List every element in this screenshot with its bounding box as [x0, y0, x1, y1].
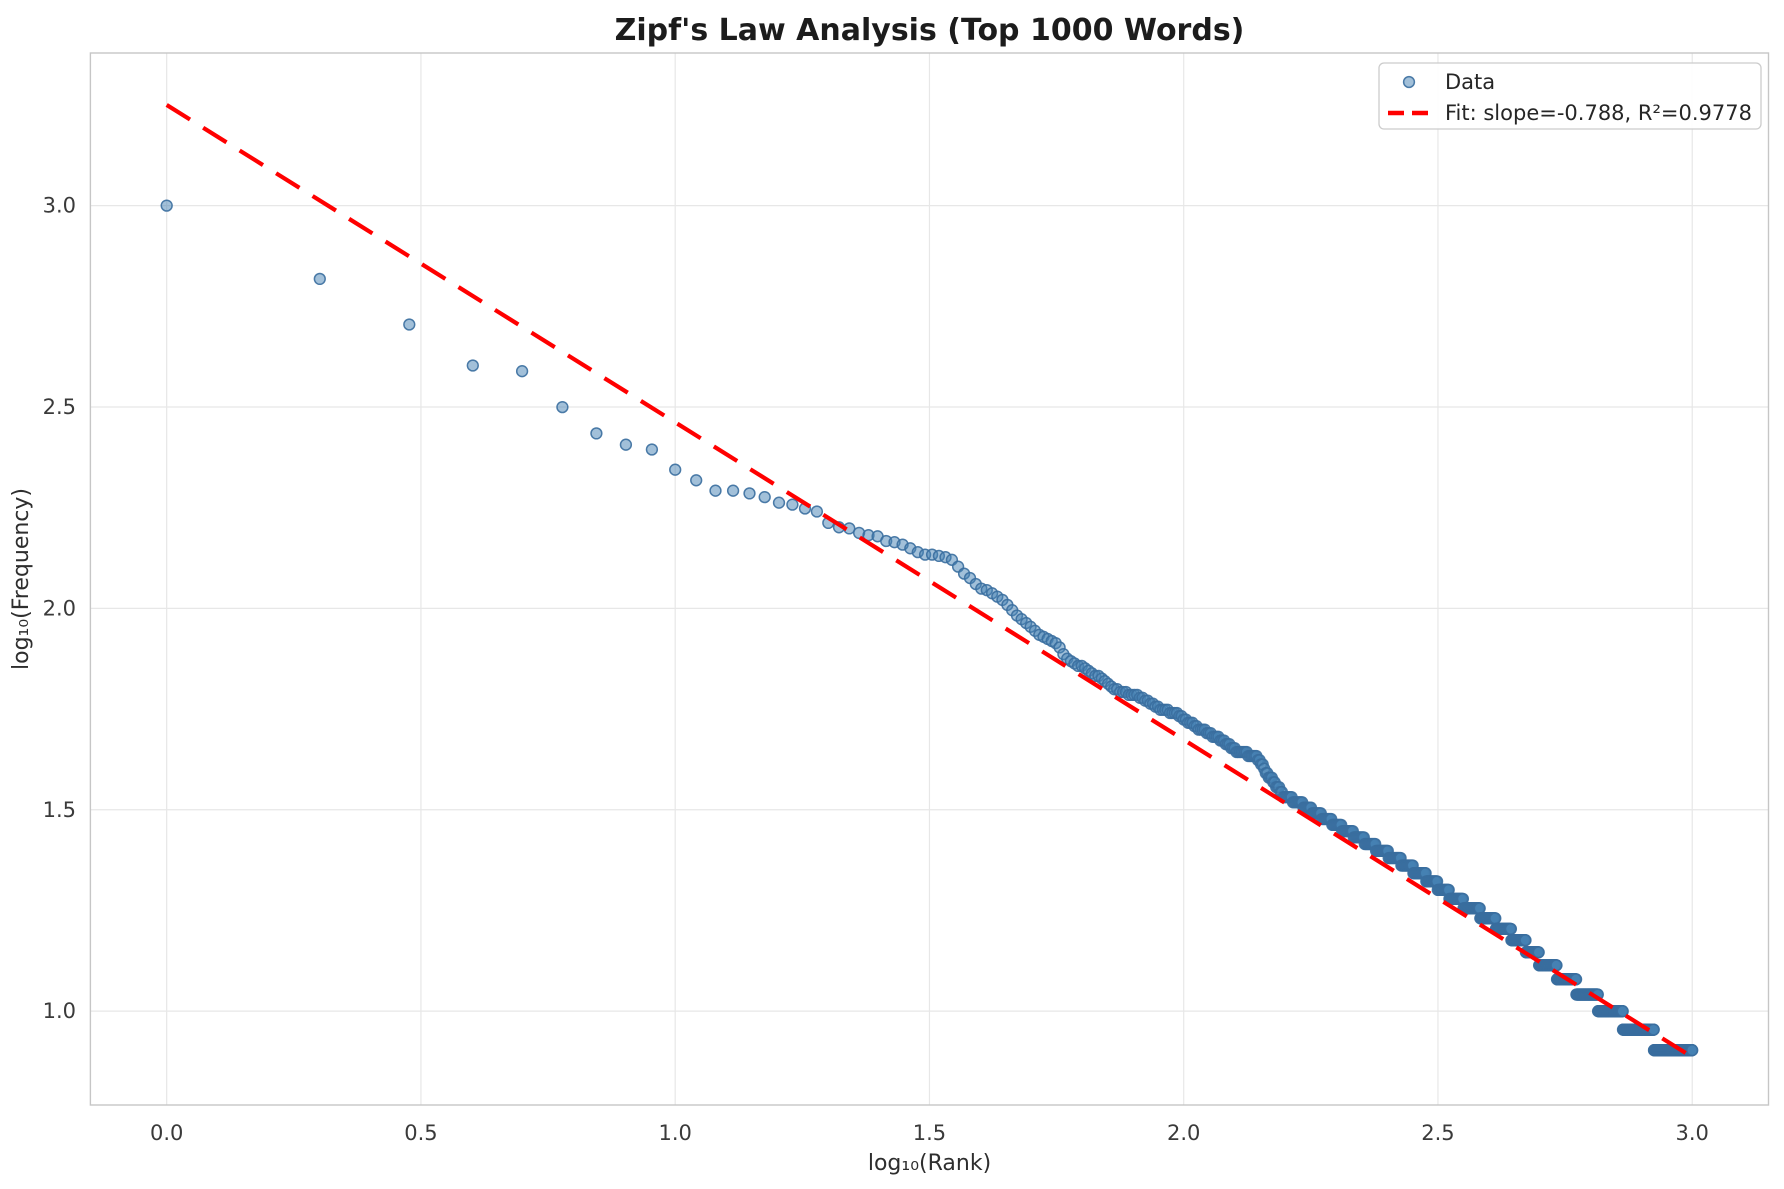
- legend-fit-label: Fit: slope=-0.788, R²=0.9778: [1445, 101, 1752, 125]
- y-tick-labels: 1.0 1.5 2.0 2.5 3.0: [43, 194, 76, 1024]
- y-tick-label: 3.0: [43, 194, 76, 218]
- data-point: [1550, 959, 1563, 972]
- data-point: [1532, 946, 1545, 959]
- data-point: [645, 443, 659, 456]
- legend-box: [1378, 62, 1762, 130]
- gridlines: [90, 53, 1769, 1105]
- data-point: [466, 359, 479, 372]
- data-point: [1489, 912, 1502, 925]
- data-point: [758, 490, 771, 504]
- data-point: [1686, 1044, 1699, 1057]
- data-point: [619, 438, 633, 451]
- data-point: [709, 484, 722, 497]
- axes-spines: [89, 52, 1770, 1106]
- plot-border: [89, 52, 1770, 1106]
- y-axis-label: log₁₀(Frequency): [9, 488, 34, 670]
- data-point: [1504, 922, 1518, 936]
- data-point: [1616, 1005, 1629, 1018]
- data-point: [772, 496, 786, 509]
- data-point: [810, 505, 824, 518]
- data-point: [403, 318, 416, 331]
- data-point: [669, 463, 682, 476]
- chart-title: Zipf's Law Analysis (Top 1000 Words): [615, 13, 1245, 48]
- x-axis-label: log₁₀(Rank): [868, 1151, 991, 1176]
- x-tick-labels: 0.0 0.5 1.0 1.5 2.0 2.5 3.0: [150, 1121, 1709, 1145]
- data-point: [690, 474, 703, 487]
- legend-data-marker-icon: [1402, 75, 1416, 89]
- y-tick-label: 2.0: [43, 596, 76, 620]
- x-tick-label: 1.0: [658, 1121, 691, 1145]
- data-point: [556, 400, 569, 414]
- data-point: [726, 484, 740, 497]
- y-tick-label: 1.0: [43, 999, 76, 1023]
- data-point: [313, 272, 326, 286]
- x-tick-label: 2.5: [1421, 1121, 1454, 1145]
- data-point: [160, 199, 173, 212]
- x-tick-label: 2.0: [1167, 1121, 1200, 1145]
- x-tick-label: 0.0: [150, 1121, 183, 1145]
- y-tick-label: 2.5: [43, 395, 76, 419]
- data-point: [590, 427, 603, 440]
- x-tick-label: 0.5: [404, 1121, 437, 1145]
- data-point: [1473, 902, 1486, 915]
- data-point: [515, 365, 529, 378]
- x-tick-label: 3.0: [1676, 1121, 1709, 1145]
- data-point: [786, 498, 799, 511]
- data-point: [1519, 934, 1532, 947]
- legend-data-label: Data: [1445, 70, 1495, 94]
- data-point: [1647, 1023, 1660, 1036]
- data-point: [743, 487, 756, 500]
- x-tick-label: 1.5: [913, 1121, 946, 1145]
- y-tick-label: 1.5: [43, 798, 76, 822]
- legend: Data Fit: slope=-0.788, R²=0.9778: [1378, 62, 1762, 130]
